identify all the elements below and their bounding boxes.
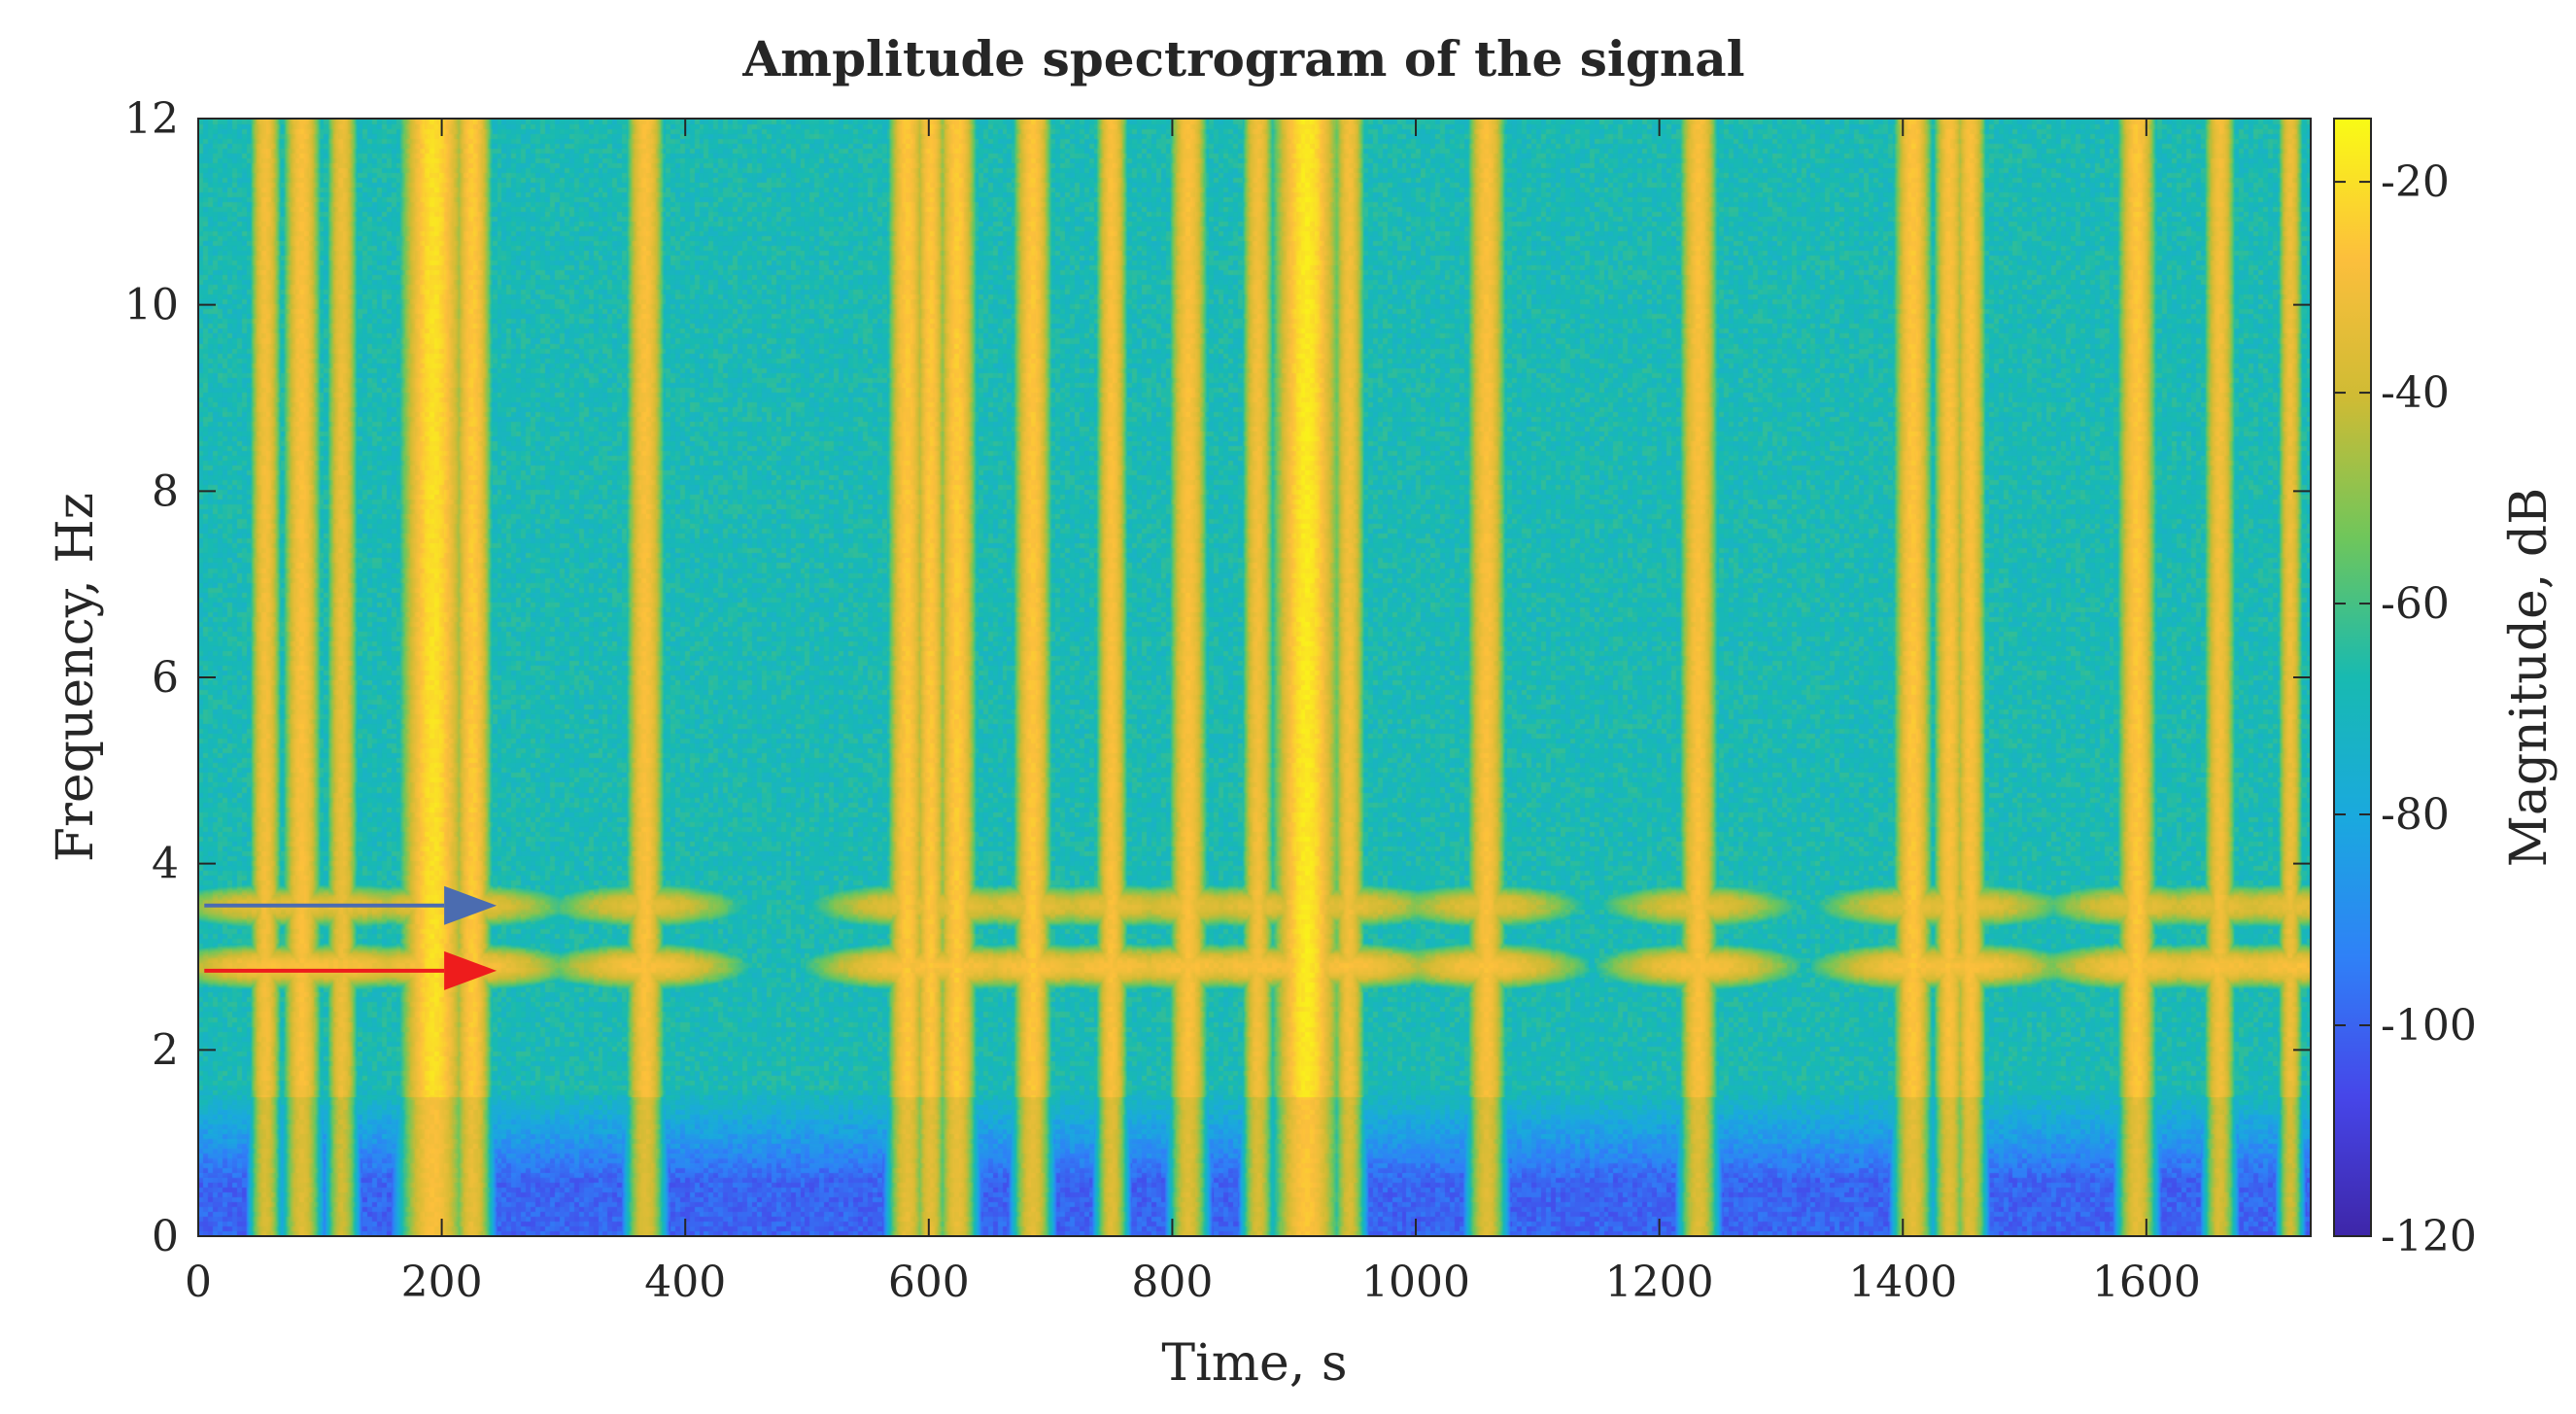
x-tick-label: 0: [185, 1258, 212, 1307]
annotation-arrow-head: [444, 885, 498, 925]
x-tick-label: 1400: [1848, 1258, 1957, 1307]
colorbar-tick-label: -80: [2381, 790, 2450, 840]
y-axis-label: Frequency, Hz: [47, 493, 105, 862]
y-tick-label: 8: [152, 466, 179, 516]
x-axis-label: Time, s: [1161, 1334, 1347, 1393]
y-tick-label: 0: [152, 1212, 179, 1261]
y-tick-label: 12: [124, 94, 179, 144]
y-tick-label: 10: [124, 281, 179, 330]
colorbar-tick-label: -100: [2381, 1001, 2477, 1051]
x-tick-label: 200: [401, 1258, 483, 1307]
annotation-arrow-head: [444, 950, 498, 990]
colorbar-ticks: -20 -40 -60 -80 -100 -120: [2334, 157, 2477, 1261]
annotation-arrows: [204, 885, 498, 990]
y-tick-label: 4: [152, 840, 179, 889]
x-tick-label: 400: [644, 1258, 726, 1307]
spectrogram-heatmap: [198, 119, 2311, 1236]
y-tick-label: 2: [152, 1025, 179, 1075]
x-tick-label: 1200: [1605, 1258, 1714, 1307]
x-tick-label: 600: [888, 1258, 970, 1307]
colorbar-tick-label: -20: [2381, 157, 2450, 207]
colorbar-tick-label: -60: [2381, 579, 2450, 629]
colorbar: [2334, 119, 2371, 1236]
y-tick-label: 6: [152, 653, 179, 703]
chart-title: Amplitude spectrogram of the signal: [741, 30, 1744, 87]
x-tick-label: 1600: [2092, 1258, 2201, 1307]
x-axis-ticks: 0 200 400 600 800 1000 1200 1400 1600: [185, 119, 2201, 1307]
colorbar-tick-label: -120: [2381, 1212, 2477, 1261]
colorbar-tick-label: -40: [2381, 368, 2450, 418]
x-tick-label: 800: [1131, 1258, 1213, 1307]
x-tick-label: 1000: [1361, 1258, 1470, 1307]
colorbar-label: Magnitude, dB: [2500, 488, 2559, 868]
y-axis-ticks: 0 2 4 6 8 10 12: [124, 94, 2311, 1261]
